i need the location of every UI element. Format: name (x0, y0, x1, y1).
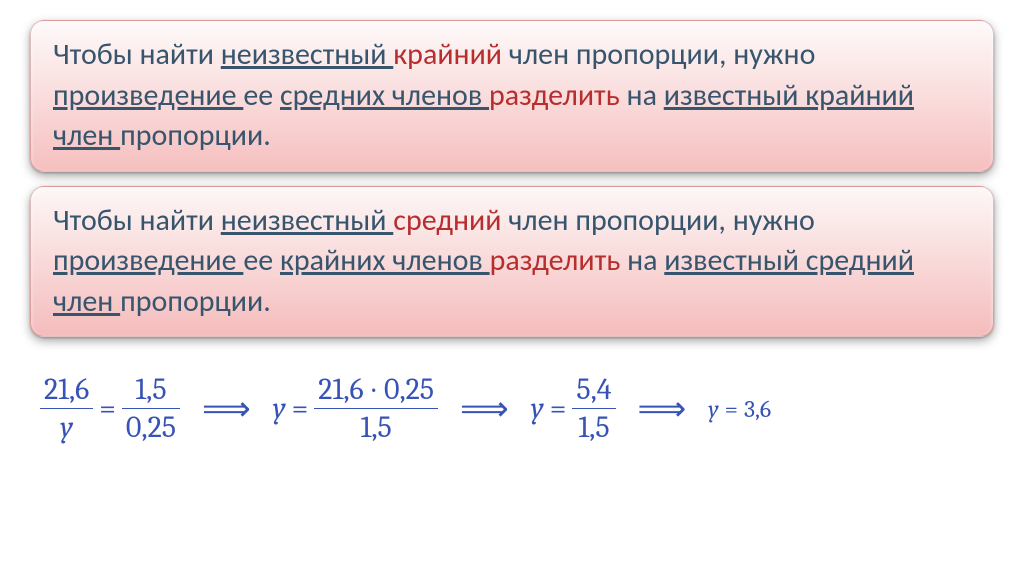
rule-text-fragment: средних членов (280, 77, 489, 114)
arrow-icon: ⟹ (638, 389, 687, 429)
equals-sign: = (99, 391, 116, 426)
rule-text-fragment: произведение (53, 77, 243, 114)
fraction-2: 21,6 · 0,25 1,5 (314, 373, 438, 444)
rule-text-fragment: крайних членов (280, 242, 490, 279)
num: 21,6 (40, 373, 93, 408)
equals-sign: = (725, 395, 738, 423)
formula-step-4: y = 3,6 (708, 395, 771, 423)
rule-text-fragment: ее (243, 242, 280, 279)
rule-text-fragment: произведение (53, 242, 243, 279)
rule-text-fragment: Чтобы найти (53, 36, 221, 73)
rule-text-fragment: пропорции. (120, 117, 271, 154)
variable-y: y (531, 391, 544, 426)
fraction-left-1: 21,6 y (40, 373, 93, 444)
num: 21,6 · 0,25 (314, 373, 438, 408)
result-value: 3,6 (744, 395, 771, 423)
rule-text-fragment: средний (393, 202, 508, 239)
num: 1,5 (131, 373, 170, 408)
arrow-icon: ⟹ (202, 389, 251, 429)
rule-text-fragment: ее (243, 77, 280, 114)
mult-dot-icon: · (364, 372, 384, 407)
num: 5,4 (572, 373, 615, 408)
rule-text-fragment: член пропорции, нужно (509, 36, 816, 73)
factor-b: 0,25 (384, 372, 434, 407)
rule-box-extreme: Чтобы найти неизвестный крайний член про… (30, 20, 994, 172)
rule-text-fragment: Чтобы найти (53, 202, 221, 239)
den: 1,5 (357, 409, 396, 444)
formula-step-3: y = 5,4 1,5 (531, 373, 616, 444)
formula-row: 21,6 y = 1,5 0,25 ⟹ y = 21,6 · 0,25 1,5 (30, 373, 994, 444)
variable-y: y (708, 395, 718, 423)
rule-text-fragment: на (627, 77, 664, 114)
variable-y: y (273, 391, 286, 426)
arrow-icon: ⟹ (460, 389, 509, 429)
rule-text-fragment: неизвестный (221, 36, 394, 73)
rule-box-mean: Чтобы найти неизвестный средний член про… (30, 186, 994, 338)
factor-a: 21,6 (318, 372, 363, 407)
den: 1,5 (574, 409, 613, 444)
fraction-right-1: 1,5 0,25 (122, 373, 180, 444)
formula-step-2: y = 21,6 · 0,25 1,5 (273, 373, 438, 444)
equals-sign: = (292, 391, 309, 426)
rule-text-fragment: на (627, 242, 664, 279)
rule-text-fragment: разделить (489, 77, 626, 114)
rule-text-fragment: неизвестный (221, 202, 394, 239)
rule-text-fragment: пропорции. (120, 283, 271, 320)
rule-text-fragment: крайний (393, 36, 509, 73)
formula-step-1: 21,6 y = 1,5 0,25 (40, 373, 180, 444)
equals-sign: = (550, 391, 567, 426)
fraction-3: 5,4 1,5 (572, 373, 615, 444)
rule-text-fragment: разделить (490, 242, 627, 279)
den: y (56, 409, 77, 444)
rule-text-fragment: член пропорции, нужно (508, 202, 815, 239)
den: 0,25 (122, 409, 180, 444)
